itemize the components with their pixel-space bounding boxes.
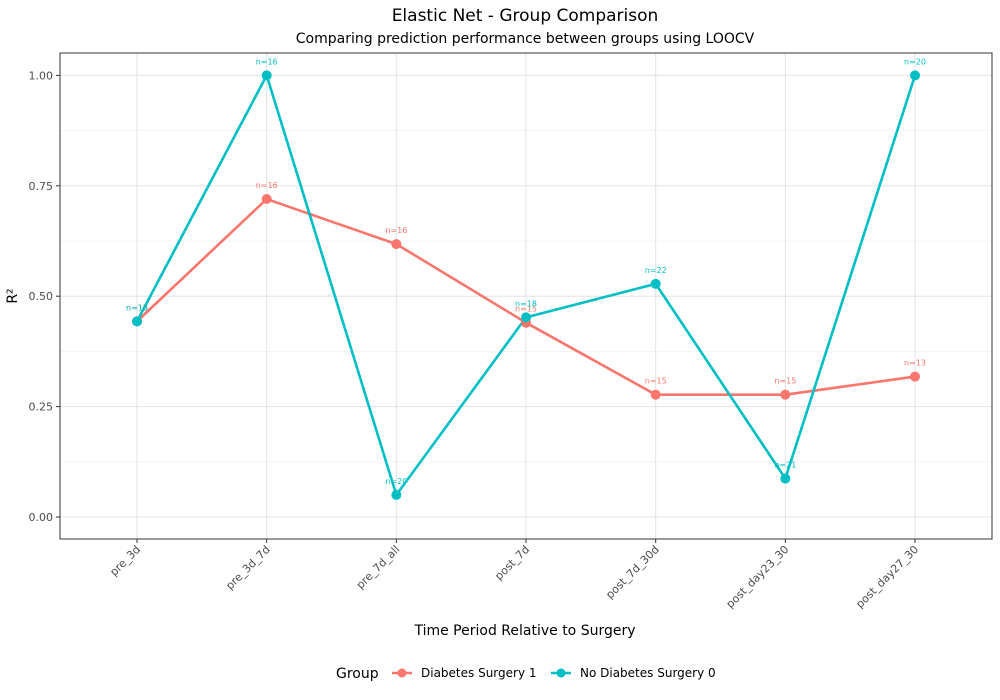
data-point (650, 278, 661, 289)
n-label: n=16 (256, 57, 278, 66)
x-tick-label: pre_7d_all (354, 543, 403, 592)
legend: Group Diabetes Surgery 1 No Diabetes Surg… (336, 666, 716, 682)
legend-title: Group (336, 666, 379, 682)
data-point (650, 389, 661, 400)
legend-items: Diabetes Surgery 1 No Diabetes Surgery 0 (392, 666, 716, 680)
n-label: n=21 (774, 461, 796, 470)
legend-item: Diabetes Surgery 1 (392, 666, 537, 680)
legend-item: No Diabetes Surgery 0 (551, 666, 716, 680)
n-label: n=16 (256, 181, 278, 190)
grid-layer (60, 53, 992, 539)
data-point (780, 473, 791, 484)
n-label: n=18 (126, 303, 148, 312)
x-tick-label: post_day27_30 (853, 543, 921, 611)
n-label: n=13 (904, 359, 926, 368)
data-point (910, 371, 921, 382)
n-label: n=18 (515, 299, 537, 308)
data-point (132, 316, 142, 327)
data-point (261, 194, 272, 205)
chart-subtitle: Comparing prediction performance between… (296, 31, 755, 47)
data-point (261, 70, 272, 81)
y-tick-label: 1.00 (29, 69, 54, 82)
n-label: n=15 (515, 305, 537, 314)
legend-key-point (556, 668, 566, 678)
data-point (910, 70, 921, 81)
data-point (780, 389, 791, 400)
y-tick-label: 0.00 (29, 511, 54, 524)
x-tick-label: post_day23_30 (724, 543, 792, 611)
x-tick-label: pre_3d (107, 543, 143, 579)
x-tick-label: pre_3d_7d (223, 543, 272, 592)
y-axis: 0.00 0.25 0.50 0.75 1.00 (29, 69, 60, 524)
legend-label: No Diabetes Surgery 0 (580, 666, 716, 680)
y-tick-label: 0.50 (29, 290, 54, 303)
x-axis: pre_3d pre_3d_7d pre_7d_all post_7d post_7d_… (107, 539, 921, 611)
y-tick-label: 0.75 (29, 180, 54, 193)
series-layer (132, 70, 921, 500)
n-label: n=22 (645, 266, 667, 275)
n-label: n=16 (385, 226, 407, 235)
data-point (391, 239, 402, 250)
legend-key-point (397, 668, 407, 678)
n-label-layer: n=15 n=16 n=16 n=15 n=15 n=15 n=13 n=18 n=16 n=20… (126, 57, 926, 486)
n-label: n=15 (645, 377, 667, 386)
n-label: n=15 (774, 377, 796, 386)
x-axis-title: Time Period Relative to Surgery (413, 623, 635, 639)
n-label: n=15 (126, 303, 148, 312)
x-tick-label: post_7d (492, 543, 532, 583)
n-label: n=20 (904, 57, 926, 66)
legend-label: Diabetes Surgery 1 (421, 666, 537, 680)
chart-title: Elastic Net - Group Comparison (392, 6, 659, 26)
x-tick-label: post_7d_30d (603, 543, 661, 601)
n-label: n=20 (385, 477, 407, 486)
data-point (391, 489, 402, 500)
data-point (521, 312, 532, 323)
y-axis-title: R² (5, 288, 21, 303)
y-tick-label: 0.25 (29, 401, 54, 414)
